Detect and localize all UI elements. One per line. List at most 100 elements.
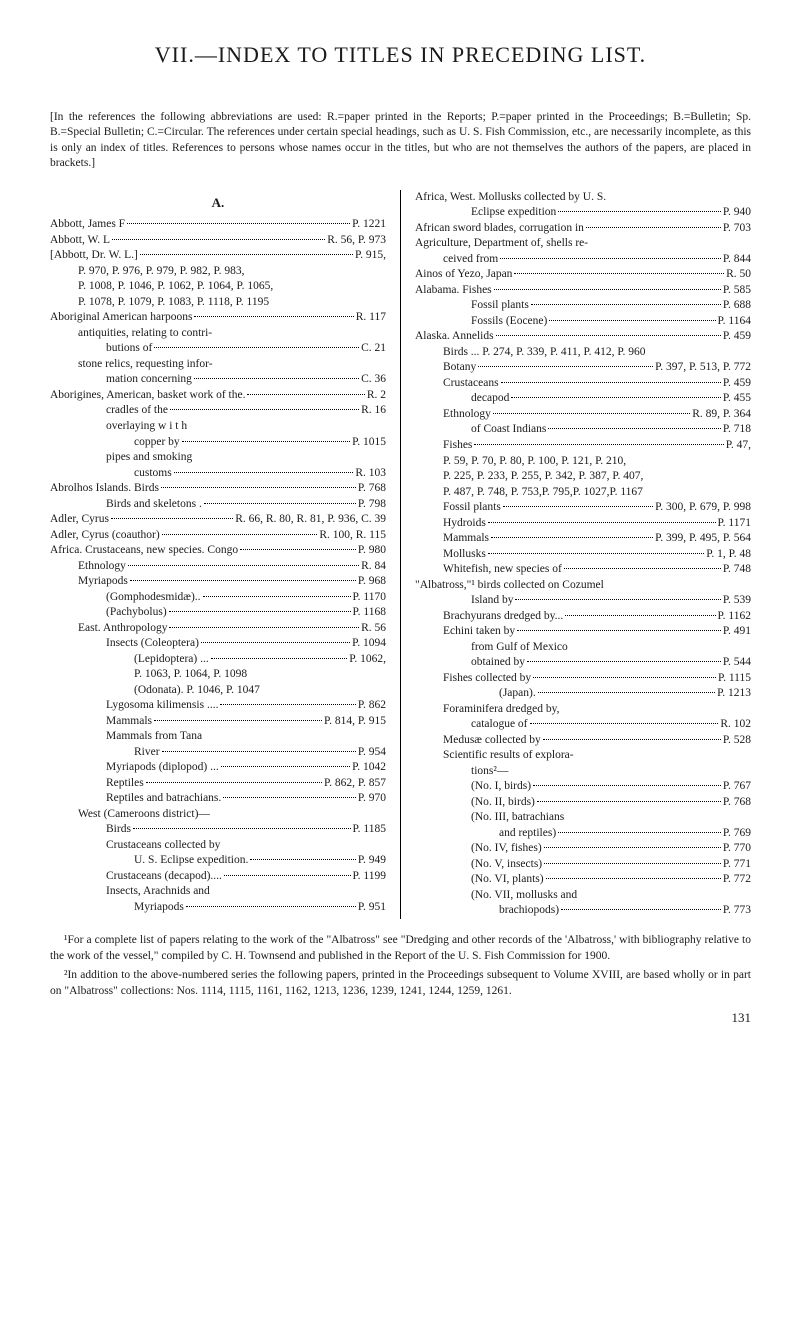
entry-ref: R. 50 — [726, 267, 751, 283]
entry-label: tions²— — [471, 764, 508, 780]
leader-dots — [544, 863, 721, 864]
index-entry: Adler, Cyrus (coauthor)R. 100, R. 115 — [50, 528, 386, 544]
entry-ref: P. 1, P. 48 — [706, 547, 751, 563]
entry-label: P. 59, P. 70, P. 80, P. 100, P. 121, P. … — [443, 454, 626, 470]
index-columns: A. Abbott, James FP. 1221Abbott, W. LR. … — [50, 190, 751, 919]
entry-ref: P. 1199 — [353, 869, 386, 885]
entry-ref: R. 66, R. 80, R. 81, P. 936, C. 39 — [235, 512, 386, 528]
index-entry: Africa. Crustaceans, new species. CongoP… — [50, 543, 386, 559]
entry-label: Abbott, James F — [50, 217, 125, 233]
entry-label: Crustaceans collected by — [106, 838, 220, 854]
entry-label: overlaying w i t h — [106, 419, 187, 435]
index-entry: BirdsP. 1185 — [50, 822, 386, 838]
entry-label: African sword blades, corrugation in — [415, 221, 584, 237]
entry-label: "Albatross,"¹ birds collected on Cozumel — [415, 578, 604, 594]
entry-label: Mammals from Tana — [106, 729, 202, 745]
entry-ref: R. 56 — [361, 621, 386, 637]
index-entry: African sword blades, corrugation in P. 7… — [415, 221, 751, 237]
entry-label: Abbott, W. L — [50, 233, 110, 249]
entry-label: (No. III, batrachians — [471, 810, 564, 826]
entry-label: U. S. Eclipse expedition. — [134, 853, 248, 869]
entry-label: Botany — [443, 360, 476, 376]
entry-label: Africa. Crustaceans, new species. Congo — [50, 543, 238, 559]
entry-label: Birds — [106, 822, 131, 838]
leader-dots — [154, 347, 359, 348]
leader-dots — [154, 720, 322, 721]
index-entry: copper byP. 1015 — [50, 435, 386, 451]
leader-dots — [515, 599, 720, 600]
leader-dots — [493, 413, 690, 414]
entry-label: (No. IV, fishes) — [471, 841, 542, 857]
leader-dots — [544, 847, 721, 848]
entry-label: ceived from — [443, 252, 498, 268]
leader-dots — [561, 909, 721, 910]
entry-ref: P. 1164 — [718, 314, 751, 330]
entry-ref: P. 915, — [355, 248, 386, 264]
entry-label: (Japan). — [499, 686, 536, 702]
entry-ref: P. 772 — [723, 872, 751, 888]
index-entry: obtained byP. 544 — [415, 655, 751, 671]
leader-dots — [128, 565, 359, 566]
index-entry: Myriapods (diplopod) ...P. 1042 — [50, 760, 386, 776]
entry-label: Reptiles and batrachians. — [106, 791, 221, 807]
index-entry: and reptiles)P. 769 — [415, 826, 751, 842]
entry-label: (No. I, birds) — [471, 779, 531, 795]
index-entry: Fishes collected byP. 1115 — [415, 671, 751, 687]
entry-label: Ethnology — [443, 407, 491, 423]
entry-label: Medusæ collected by — [443, 733, 541, 749]
leader-dots — [186, 906, 356, 907]
index-entry: catalogue ofR. 102 — [415, 717, 751, 733]
leader-dots — [496, 335, 721, 336]
leader-dots — [146, 782, 322, 783]
index-entry: Birds and skeletons .P. 798 — [50, 497, 386, 513]
entry-ref: P. 951 — [358, 900, 386, 916]
index-entry: stone relics, requesting infor- — [50, 357, 386, 373]
leader-dots — [533, 677, 716, 678]
entry-ref: P. 970 — [358, 791, 386, 807]
leader-dots — [530, 723, 719, 724]
entry-label: Crustaceans — [443, 376, 499, 392]
index-entry: Abrolhos Islands. Birds P. 768 — [50, 481, 386, 497]
entry-ref: P. 954 — [358, 745, 386, 761]
entry-label: obtained by — [471, 655, 525, 671]
entry-label: River — [134, 745, 160, 761]
entry-label: (No. II, birds) — [471, 795, 535, 811]
index-entry: HydroidsP. 1171 — [415, 516, 751, 532]
index-entry: (No. III, batrachians — [415, 810, 751, 826]
leader-dots — [162, 751, 356, 752]
entry-label: Myriapods — [78, 574, 128, 590]
index-entry: Adler, Cyrus R. 66, R. 80, R. 81, P. 936,… — [50, 512, 386, 528]
index-entry: [Abbott, Dr. W. L.]P. 915, — [50, 248, 386, 264]
leader-dots — [111, 518, 233, 519]
leader-dots — [127, 223, 350, 224]
entry-ref: P. 771 — [723, 857, 751, 873]
entry-label: Fossil plants — [443, 500, 501, 516]
entry-label: Crustaceans (decapod).... — [106, 869, 222, 885]
leader-dots — [223, 797, 356, 798]
entry-ref: P. 862 — [358, 698, 386, 714]
entry-ref: P. 768 — [358, 481, 386, 497]
entry-ref: P. 459 — [723, 329, 751, 345]
entry-ref: P. 862, P. 857 — [324, 776, 386, 792]
index-entry: Reptiles P. 862, P. 857 — [50, 776, 386, 792]
index-entry: cradles of theR. 16 — [50, 403, 386, 419]
entry-label: Adler, Cyrus — [50, 512, 109, 528]
entry-ref: P. 1094 — [352, 636, 386, 652]
page-title: VII.—INDEX TO TITLES IN PRECEDING LIST. — [50, 40, 751, 70]
leader-dots — [174, 472, 354, 473]
entry-ref: P. 703 — [723, 221, 751, 237]
entry-ref: P. 968 — [358, 574, 386, 590]
index-entry: Aborigines, American, basket work of the… — [50, 388, 386, 404]
leader-dots — [204, 503, 356, 504]
entry-label: Abrolhos Islands. Birds — [50, 481, 159, 497]
index-entry: (Pachybolus)P. 1168 — [50, 605, 386, 621]
index-entry: Crustaceans (decapod).... P. 1199 — [50, 869, 386, 885]
index-entry: ceived fromP. 844 — [415, 252, 751, 268]
entry-label: Reptiles — [106, 776, 144, 792]
entry-label: Ainos of Yezo, Japan — [415, 267, 512, 283]
index-entry: brachiopods)P. 773 — [415, 903, 751, 919]
index-entry: customsR. 103 — [50, 466, 386, 482]
entry-label: of Coast Indians — [471, 422, 546, 438]
index-entry: of Coast IndiansP. 718 — [415, 422, 751, 438]
index-entry: Eclipse expeditionP. 940 — [415, 205, 751, 221]
